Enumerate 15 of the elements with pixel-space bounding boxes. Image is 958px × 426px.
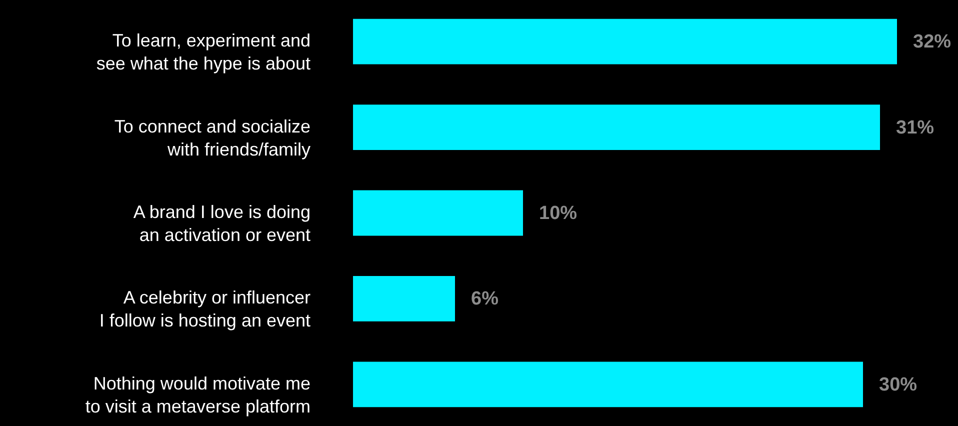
y-tick-label: A brand I love is doing an activation or event xyxy=(133,202,310,245)
bar xyxy=(353,18,897,64)
y-tick-label: To learn, experiment and see what the hype is about xyxy=(96,30,310,74)
bar xyxy=(353,190,523,236)
bar xyxy=(353,276,455,322)
data-label: 31% xyxy=(896,117,934,138)
y-tick-label: A celebrity or influencer I follow is hosting an event xyxy=(99,288,311,331)
bar xyxy=(353,104,880,150)
bar xyxy=(353,362,863,408)
y-tick-label: Nothing would motivate me to visit a metaverse platform xyxy=(85,373,310,416)
data-label: 30% xyxy=(879,374,918,396)
data-label: 6% xyxy=(471,288,499,310)
data-label: 32% xyxy=(913,32,952,53)
y-tick-label: To connect and socialize with friends/family xyxy=(114,116,310,160)
data-label: 10% xyxy=(539,203,578,224)
